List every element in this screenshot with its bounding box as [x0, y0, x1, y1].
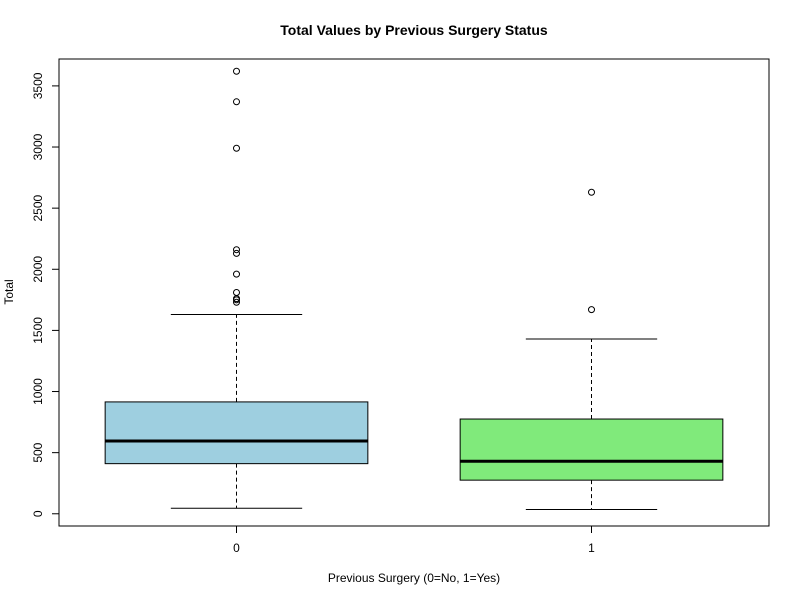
- outlier-point: [233, 270, 240, 278]
- x-tick-label: 0: [233, 541, 240, 555]
- y-tick-label: 1000: [31, 378, 45, 405]
- box-group-0: [104, 67, 369, 509]
- y-tick-label: 500: [31, 442, 45, 462]
- outlier-point: [233, 98, 240, 106]
- plot-frame: [58, 58, 770, 527]
- y-axis-label: Total: [2, 279, 16, 304]
- y-tick-label: 3500: [31, 72, 45, 99]
- x-axis-label: Previous Surgery (0=No, 1=Yes): [328, 571, 500, 585]
- y-tick-label: 2000: [31, 256, 45, 283]
- outlier-point: [233, 246, 240, 254]
- y-tick-label: 2500: [31, 194, 45, 221]
- outlier-point: [233, 249, 240, 257]
- outlier-point: [588, 188, 595, 196]
- outlier-point: [233, 144, 240, 152]
- box-group-1: [459, 188, 724, 510]
- outlier-point: [588, 306, 595, 314]
- x-tick-label: 1: [588, 541, 595, 555]
- y-tick-label: 3000: [31, 133, 45, 160]
- outlier-point: [233, 298, 240, 306]
- y-tick-label: 1500: [31, 317, 45, 344]
- outlier-point: [233, 289, 240, 296]
- iqr-box: [104, 401, 369, 465]
- iqr-box: [459, 418, 724, 481]
- y-axis: 0 500 1000 1500 2000 2500 3000 3500: [31, 72, 59, 517]
- y-tick-label: 0: [31, 510, 45, 517]
- chart-title: Total Values by Previous Surgery Status: [280, 22, 548, 38]
- outlier-point: [233, 67, 240, 75]
- boxes-layer: [104, 67, 724, 510]
